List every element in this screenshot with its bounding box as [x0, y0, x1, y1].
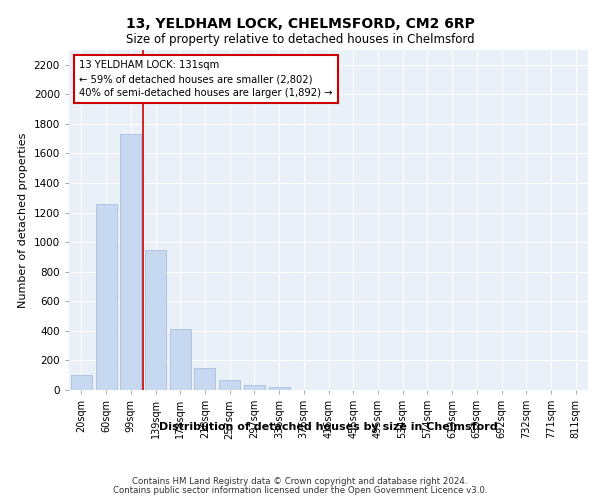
Bar	[170, 328, 191, 390]
Text: Contains HM Land Registry data © Crown copyright and database right 2024.: Contains HM Land Registry data © Crown c…	[132, 477, 468, 486]
Bar	[244, 385, 265, 390]
Text: 13 YELDHAM LOCK: 131sqm
← 59% of detached houses are smaller (2,802)
40% of semi: 13 YELDHAM LOCK: 131sqm ← 59% of detache…	[79, 60, 333, 98]
Text: Contains public sector information licensed under the Open Government Licence v3: Contains public sector information licen…	[113, 486, 487, 495]
Bar	[269, 387, 290, 390]
Text: Size of property relative to detached houses in Chelmsford: Size of property relative to detached ho…	[125, 32, 475, 46]
Text: Distribution of detached houses by size in Chelmsford: Distribution of detached houses by size …	[160, 422, 498, 432]
Bar	[71, 375, 92, 390]
Bar	[219, 380, 240, 390]
Bar	[194, 368, 215, 390]
Bar	[95, 204, 116, 390]
Bar	[120, 134, 141, 390]
Text: 13, YELDHAM LOCK, CHELMSFORD, CM2 6RP: 13, YELDHAM LOCK, CHELMSFORD, CM2 6RP	[125, 18, 475, 32]
Y-axis label: Number of detached properties: Number of detached properties	[18, 132, 28, 308]
Bar	[145, 250, 166, 390]
